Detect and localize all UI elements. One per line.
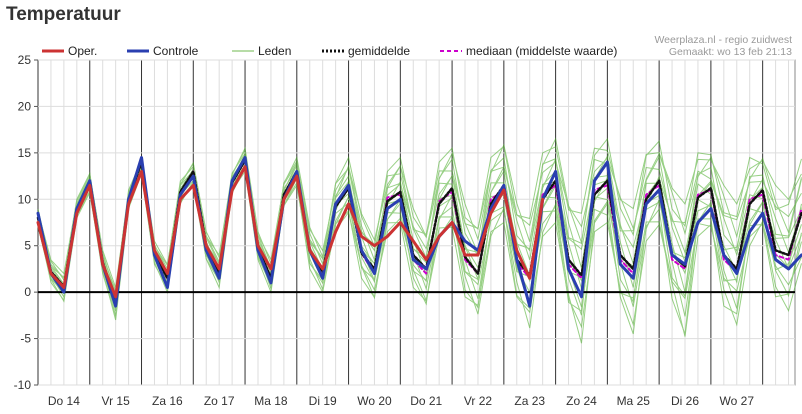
- legend-gemiddelde-label: gemiddelde: [348, 44, 410, 58]
- member-line: [37, 137, 802, 291]
- y-tick-label: 25: [18, 53, 32, 67]
- credit-source: Weerplaza.nl - regio zuidwest: [654, 34, 792, 46]
- legend-leden-label: Leden: [258, 44, 291, 58]
- member-line: [37, 159, 802, 309]
- x-day-label: Di 26: [671, 394, 699, 408]
- y-tick-label: 0: [24, 285, 31, 299]
- x-day-label: Ma 25: [617, 394, 651, 408]
- x-day-label: Vr 22: [464, 394, 493, 408]
- page-title: Temperatuur: [6, 4, 121, 25]
- x-day-label: Ma 18: [254, 394, 288, 408]
- member-line: [37, 152, 802, 292]
- legend-oper-label: Oper.: [68, 44, 97, 58]
- x-day-label: Za 23: [514, 394, 545, 408]
- oper-line: [36, 165, 545, 299]
- x-day-label: Di 19: [309, 394, 337, 408]
- x-day-label: Wo 27: [720, 394, 755, 408]
- controle-line: [36, 156, 802, 308]
- x-day-label: Zo 17: [204, 394, 235, 408]
- member-line: [37, 145, 802, 288]
- legend-controle-label: Controle: [153, 44, 199, 58]
- y-tick-label: -10: [14, 378, 32, 392]
- y-tick-label: 5: [24, 239, 31, 253]
- y-tick-label: 10: [18, 192, 32, 206]
- y-tick-label: 15: [18, 146, 32, 160]
- x-day-label: Wo 20: [357, 394, 392, 408]
- y-tick-label: 20: [18, 99, 32, 113]
- legend: Oper. Controle Leden gemiddelde mediaan (mid…: [42, 44, 617, 58]
- x-day-label: Vr 15: [102, 394, 131, 408]
- x-day-label: Zo 24: [566, 394, 597, 408]
- credit-timestamp: Gemaakt: wo 13 feb 21:13: [668, 46, 792, 58]
- x-day-label: Za 16: [152, 394, 183, 408]
- x-day-label: Do 21: [410, 394, 442, 408]
- x-day-label: Do 14: [48, 394, 80, 408]
- legend-mediaan-label: mediaan (middelste waarde): [466, 44, 617, 58]
- y-tick-label: -5: [20, 332, 31, 346]
